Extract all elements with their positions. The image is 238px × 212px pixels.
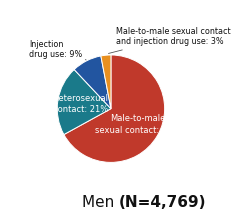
Text: Male-to-male sexual contact
and injection drug use: 3%: Male-to-male sexual contact and injectio… [109, 27, 231, 53]
Text: Male-to-male
sexual contact: 67%: Male-to-male sexual contact: 67% [95, 114, 180, 135]
Text: Heterosexual
contact: 21%: Heterosexual contact: 21% [52, 94, 108, 114]
Text: (N=4,769): (N=4,769) [119, 195, 207, 210]
Wedge shape [74, 56, 111, 109]
Wedge shape [101, 55, 111, 109]
Text: Injection
drug use: 9%: Injection drug use: 9% [29, 40, 86, 60]
Wedge shape [57, 70, 111, 135]
Wedge shape [64, 55, 165, 162]
Text: Men: Men [82, 195, 119, 210]
